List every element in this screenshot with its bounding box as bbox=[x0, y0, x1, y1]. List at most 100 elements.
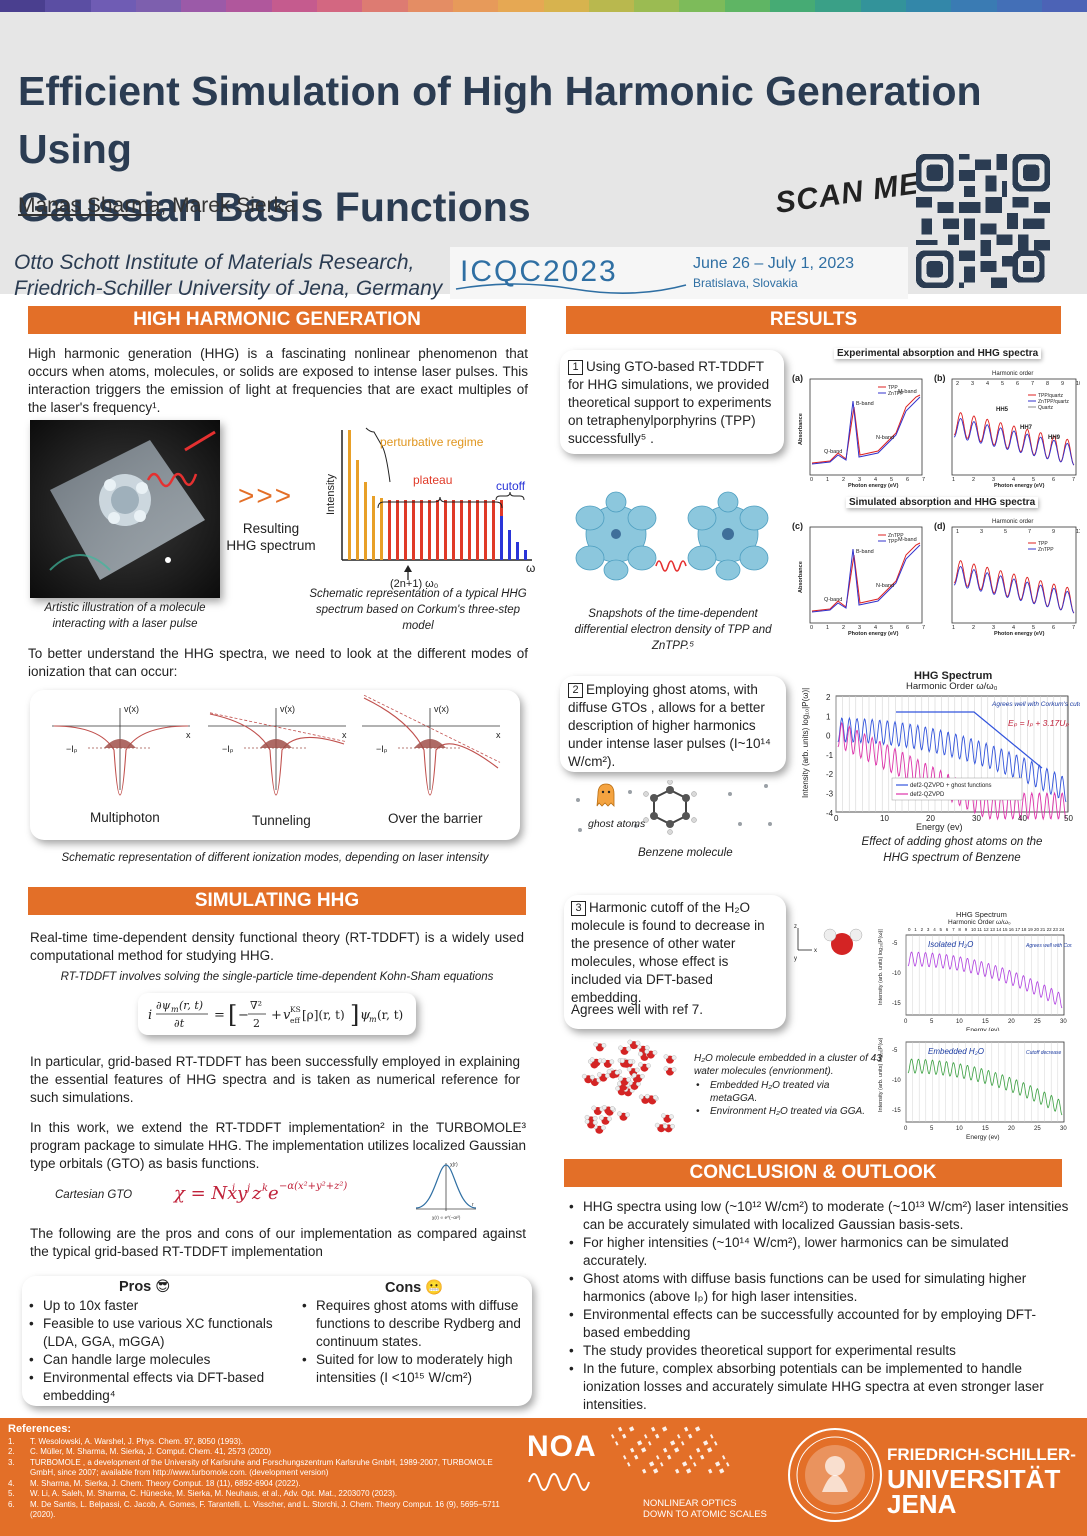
mode-potential-curve bbox=[53, 725, 189, 796]
benzene-caption: Effect of adding ghost atoms on the HHG … bbox=[861, 836, 1043, 864]
cluster-hydrogen bbox=[600, 1125, 606, 1131]
references-title: References: bbox=[8, 1423, 71, 1435]
cluster-hydrogen bbox=[626, 1046, 631, 1052]
svg-text:(r, t): (r, t) bbox=[377, 1008, 403, 1022]
plateau-bar bbox=[396, 500, 399, 560]
plateau-bar bbox=[444, 500, 447, 560]
cluster-hydrogen bbox=[627, 1039, 633, 1045]
water-x-tick: 5 bbox=[930, 1019, 934, 1025]
absorbance-curve-tpp bbox=[811, 542, 921, 612]
sim-p4: The following are the pros and cons of o… bbox=[30, 1226, 526, 1259]
x-tick-label: 2 bbox=[842, 477, 845, 483]
noa-dot bbox=[652, 1468, 659, 1474]
water-harmonic-tick: 17 bbox=[1015, 927, 1021, 932]
rainbow-segment bbox=[951, 0, 997, 12]
water-spectrum-title: HHG Spectrum bbox=[956, 910, 1007, 919]
cluster-hydrogen bbox=[646, 1063, 651, 1069]
mode-field-line bbox=[363, 694, 501, 763]
water-x-tick: 10 bbox=[956, 1126, 963, 1132]
band-label: M-band bbox=[898, 537, 917, 543]
rainbow-segment bbox=[543, 0, 589, 12]
svg-text:=: = bbox=[214, 1008, 225, 1023]
panel-frame bbox=[809, 526, 923, 624]
mode-x-label: x bbox=[342, 730, 347, 740]
svg-text:∂ψ: ∂ψ bbox=[156, 999, 171, 1012]
water-harmonic-tick: 2 bbox=[921, 927, 924, 932]
water-harmonic-tick: 22 bbox=[1047, 927, 1053, 932]
cluster-hydrogen bbox=[581, 1073, 587, 1079]
hhg-heading: HIGH HARMONIC GENERATION bbox=[28, 306, 526, 334]
cluster-hydrogen bbox=[638, 1051, 643, 1057]
cluster-hydrogen bbox=[591, 1105, 597, 1111]
result-3-body: Harmonic cutoff of the H₂O molecule is f… bbox=[571, 900, 765, 1005]
water-x-tick: 25 bbox=[1034, 1019, 1041, 1025]
svg-text:i: i bbox=[232, 1183, 235, 1194]
band-label: Q-band bbox=[824, 449, 842, 455]
water-curve bbox=[907, 951, 1063, 1009]
cluster-hydrogen bbox=[662, 1123, 668, 1129]
sim-p3: In this work, we extend the RT-TDDFT imp… bbox=[30, 1120, 526, 1171]
plateau-bar bbox=[476, 500, 479, 560]
x-tick-label: 5 bbox=[1032, 477, 1035, 483]
harmonic-tick: 4 bbox=[986, 381, 989, 387]
x-tick-label: 1 bbox=[826, 477, 829, 483]
over-barrier-diagram: v(x) x −Iₚ bbox=[362, 694, 501, 796]
noa-dot bbox=[684, 1426, 689, 1432]
noa-title: NOA bbox=[527, 1430, 597, 1463]
water-harmonic-tick: 4 bbox=[933, 927, 936, 932]
svg-text:eff: eff bbox=[290, 1016, 300, 1025]
svg-text:x: x bbox=[814, 948, 817, 954]
water-harmonic-tick: 21 bbox=[1040, 927, 1046, 932]
rainbow-segment bbox=[1041, 0, 1087, 12]
mode-vx-label: v(x) bbox=[124, 704, 139, 714]
x-tick-label: 0 bbox=[810, 625, 813, 631]
water-molecule: z x y bbox=[794, 924, 863, 962]
rainbow-segment bbox=[317, 0, 363, 12]
water-harmonic-tick: 5 bbox=[940, 927, 943, 932]
water-x-tick: 15 bbox=[982, 1126, 989, 1132]
noa-dot bbox=[622, 1455, 627, 1460]
ionization-modes-card: v(x) x −Iₚ v(x) x −Iₚ v(x) x −Iₚ Multiphoton Tun… bbox=[30, 690, 520, 840]
water-cluster bbox=[581, 1039, 677, 1134]
result-1-text: 1 Using GTO-based RT-TDDFT for HHG simula… bbox=[568, 358, 778, 448]
noa-dot bbox=[689, 1455, 693, 1460]
snapshot-caption: Snapshots of the time-dependent differen… bbox=[574, 608, 772, 652]
noa-dot bbox=[696, 1447, 701, 1453]
conference-place: Bratislava, Slovakia bbox=[693, 276, 798, 290]
x-tick-label: 5 bbox=[890, 477, 893, 483]
band-label: N-band bbox=[876, 435, 894, 441]
mode-potential-curve bbox=[363, 697, 499, 796]
mode-wavepacket bbox=[414, 739, 446, 748]
noa-dot bbox=[706, 1447, 713, 1453]
noa-dot bbox=[685, 1468, 692, 1474]
rainbow-segment bbox=[0, 0, 46, 12]
water-x-tick: 10 bbox=[956, 1019, 963, 1025]
water-harmonic-tick: 0 bbox=[908, 927, 911, 932]
harmonic-tick: 3 bbox=[980, 529, 983, 535]
hhg-curve-2 bbox=[953, 566, 1075, 614]
svg-text:r: r bbox=[472, 1202, 474, 1208]
mode-ip-label: −Iₚ bbox=[66, 744, 78, 754]
qr-code[interactable] bbox=[916, 154, 1050, 288]
x-tick-label: 5 bbox=[1032, 625, 1035, 631]
noa-mark bbox=[611, 1426, 730, 1474]
pros-item: Can handle large molecules bbox=[27, 1351, 277, 1369]
rainbow-segment bbox=[905, 0, 952, 12]
cluster-hydrogen bbox=[671, 1067, 677, 1072]
water-y-tick: -5 bbox=[892, 941, 898, 947]
noa-dot bbox=[651, 1426, 656, 1432]
svg-text:[ρ](r, t): [ρ](r, t) bbox=[302, 1008, 345, 1022]
author-1[interactable]: Manas Sharma bbox=[18, 194, 161, 217]
sim-spectra-title: Simulated absorption and HHG spectra bbox=[846, 497, 1039, 508]
cluster-hydrogen bbox=[631, 1072, 637, 1078]
result-2-card: 2 Employing ghost atoms, with diffuse GTO… bbox=[560, 676, 786, 772]
hhg-curve-2 bbox=[953, 418, 1075, 466]
x-tick-label: 3 bbox=[858, 477, 861, 483]
water-x-tick: 0 bbox=[904, 1019, 908, 1025]
noa-wave bbox=[528, 1473, 590, 1491]
svg-text:k: k bbox=[262, 1183, 268, 1194]
cluster-hydrogen bbox=[619, 1058, 625, 1064]
svg-text:z: z bbox=[794, 924, 797, 930]
water-y-tick: -15 bbox=[892, 1001, 901, 1007]
